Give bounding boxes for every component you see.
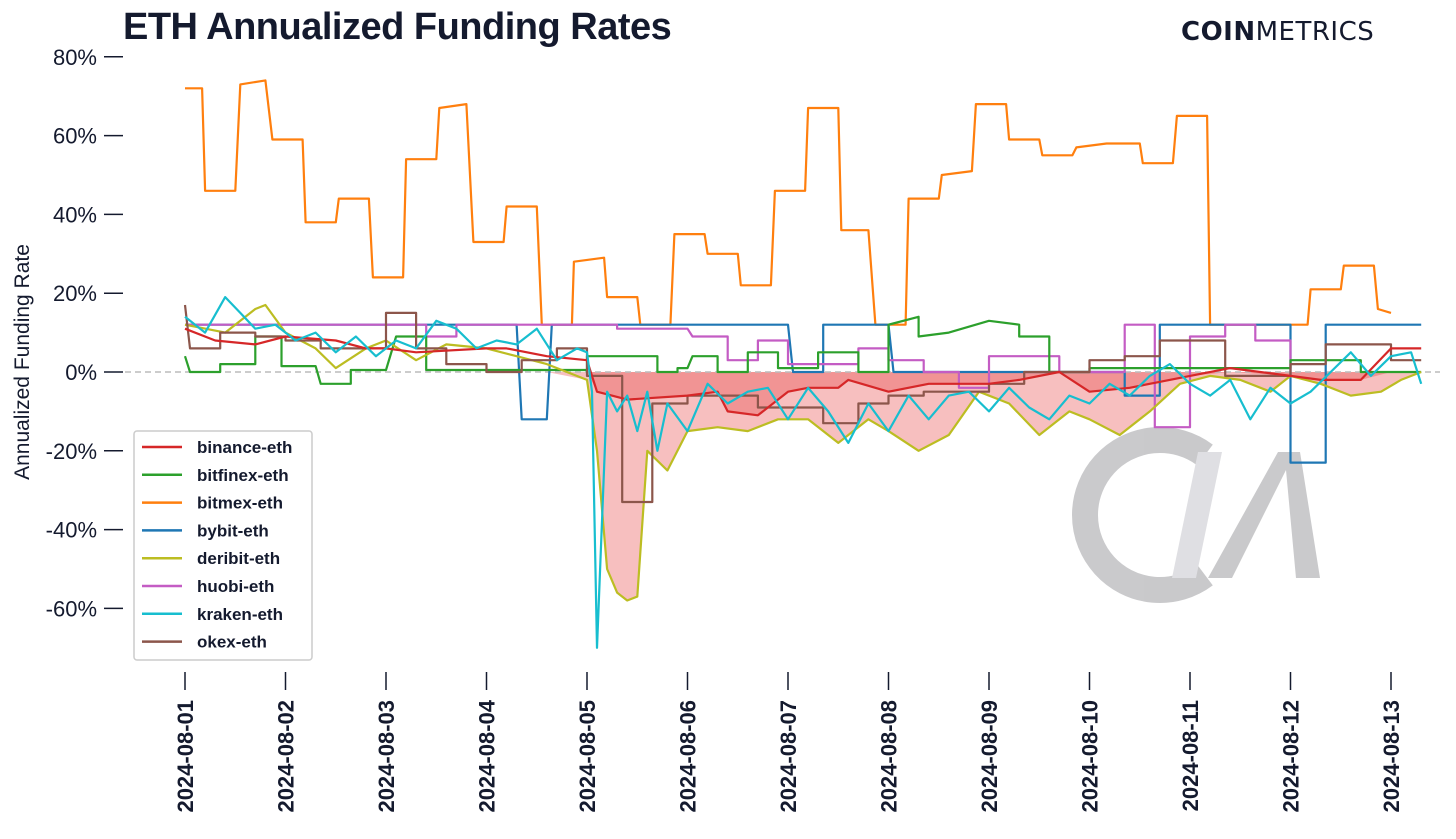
y-tick-label: 60% <box>53 124 97 149</box>
y-tick-label: -20% <box>46 439 97 464</box>
legend-label-deribit-eth: deribit-eth <box>197 549 280 568</box>
brand-logo-light: METRICS <box>1255 17 1375 47</box>
y-axis: 80% 60% 40% 20% 0% -20% -40% -60% <box>46 45 123 621</box>
negative-fill-area <box>185 372 1422 601</box>
y-tick-label: 40% <box>53 202 97 227</box>
y-tick-label: 80% <box>53 45 97 70</box>
legend-label-kraken-eth: kraken-eth <box>197 605 283 624</box>
series-line-kraken-eth <box>184 296 1423 649</box>
series-line-bitmex-eth <box>185 79 1392 326</box>
x-tick-label: 2024-08-06 <box>676 700 701 813</box>
x-tick-label: 2024-08-04 <box>475 699 500 812</box>
series-line-binance-eth <box>184 327 1422 417</box>
y-tick-label: -60% <box>46 596 97 621</box>
x-tick-label: 2024-08-08 <box>877 700 902 813</box>
series-line-bybit-eth <box>185 323 1422 464</box>
y-tick-label: -40% <box>46 518 97 543</box>
x-tick-label: 2024-08-02 <box>274 700 299 813</box>
legend-label-bitmex-eth: bitmex-eth <box>197 494 283 513</box>
y-tick-label: 0% <box>65 360 97 385</box>
legend-label-bybit-eth: bybit-eth <box>197 521 269 540</box>
x-tick-label: 2024-08-07 <box>776 700 801 813</box>
x-tick-label: 2024-08-11 <box>1178 700 1203 811</box>
legend-label-bitfinex-eth: bitfinex-eth <box>197 466 289 485</box>
legend-label-okex-eth: okex-eth <box>197 633 267 652</box>
brand-logo-bold: COIN <box>1181 17 1256 47</box>
negative-fill-core <box>185 372 1422 416</box>
negative-fill-layer <box>185 372 1422 601</box>
series-line-bitfinex-eth <box>183 315 1422 385</box>
x-axis: 2024-08-01 2024-08-02 2024-08-03 2024-08-04… <box>173 672 1404 813</box>
x-tick-label: 2024-08-03 <box>374 700 399 813</box>
x-tick-label: 2024-08-05 <box>575 700 600 813</box>
series-line-huobi-eth <box>185 323 1292 429</box>
y-axis-label: Annualized Funding Rate <box>11 244 34 480</box>
cm-watermark-logo <box>1072 427 1320 603</box>
watermark-c-shape <box>1072 427 1213 603</box>
x-tick-label: 2024-08-10 <box>1078 700 1103 813</box>
brand-logo: COINMETRICS <box>1181 17 1374 47</box>
legend-box <box>133 430 313 661</box>
legend-label-binance-eth: binance-eth <box>197 438 292 457</box>
y-tick-label: 20% <box>53 281 97 306</box>
x-tick-label: 2024-08-09 <box>977 700 1002 813</box>
x-tick-label: 2024-08-13 <box>1379 700 1404 813</box>
legend: binance-eth bitfinex-eth bitmex-eth bybit-e… <box>133 430 313 661</box>
watermark-m-shape <box>1208 452 1320 578</box>
watermark-slash-shape <box>1172 452 1222 578</box>
x-tick-label: 2024-08-12 <box>1279 700 1304 813</box>
legend-label-huobi-eth: huobi-eth <box>197 577 274 596</box>
chart-title: ETH Annualized Funding Rates <box>123 6 672 48</box>
series-layer <box>183 79 1423 649</box>
x-tick-label: 2024-08-01 <box>173 700 198 813</box>
